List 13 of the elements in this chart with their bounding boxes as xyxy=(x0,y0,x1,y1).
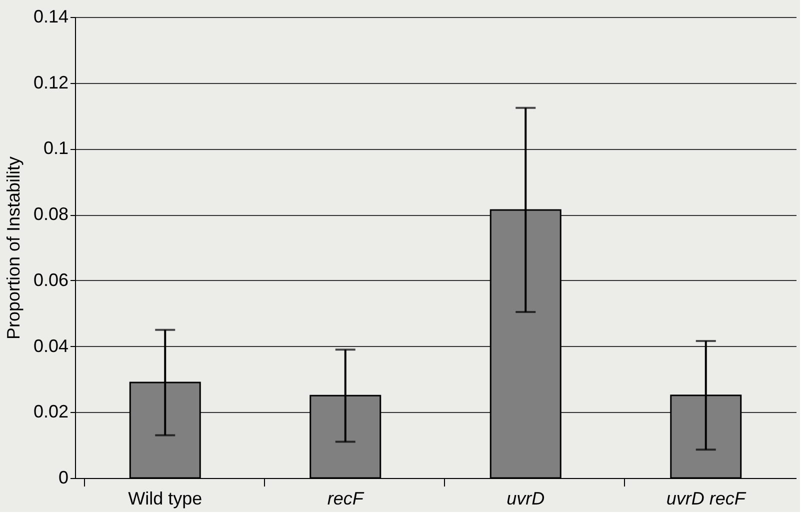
y-tick-label: 0.14 xyxy=(33,6,68,26)
x-tick-label: uvrD recF xyxy=(666,488,746,508)
x-tick-label: Wild type xyxy=(128,488,202,508)
y-tick-label: 0.06 xyxy=(33,270,68,290)
x-tick-label: recF xyxy=(327,488,364,508)
y-tick-label: 0 xyxy=(58,468,68,488)
x-tick-label: uvrD xyxy=(506,488,545,508)
y-tick-label: 0.12 xyxy=(33,72,68,92)
y-tick-label: 0.04 xyxy=(33,336,68,356)
y-tick-label: 0.02 xyxy=(33,402,68,422)
y-tick-label: 0.08 xyxy=(33,204,68,224)
y-tick-label: 0.1 xyxy=(43,138,68,158)
y-axis-title: Proportion of Instability xyxy=(3,156,24,340)
